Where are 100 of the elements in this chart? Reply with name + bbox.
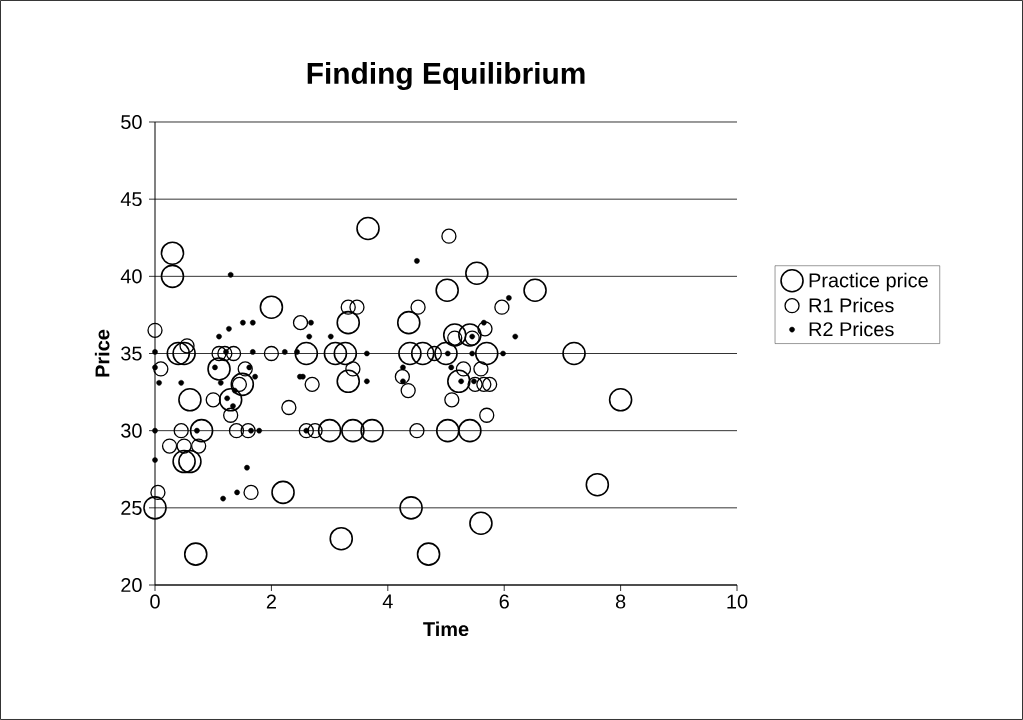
- point: [479, 407, 495, 423]
- point: [252, 373, 258, 380]
- point: [228, 423, 245, 439]
- point: [317, 418, 342, 443]
- x-tick-label: 2: [266, 594, 276, 609]
- point: [173, 423, 189, 439]
- point: [467, 376, 483, 393]
- y-tick-label: 45: [120, 192, 142, 207]
- point: [178, 449, 202, 474]
- point: [240, 319, 246, 326]
- x-axis-title: Time: [423, 621, 469, 637]
- point: [333, 341, 358, 366]
- point: [212, 364, 218, 371]
- point: [441, 228, 457, 244]
- point: [481, 319, 487, 326]
- point: [394, 369, 411, 385]
- point: [474, 341, 499, 366]
- point: [220, 495, 226, 502]
- point: [345, 361, 361, 377]
- legend-label: Practice price: [809, 272, 928, 292]
- y-tick-label: 25: [121, 500, 142, 515]
- x-tick-label: 6: [499, 594, 509, 609]
- point: [341, 418, 365, 443]
- point: [448, 364, 455, 371]
- y-tick-label: 35: [121, 346, 142, 361]
- point: [477, 321, 493, 337]
- point: [356, 216, 380, 241]
- point: [156, 380, 162, 386]
- point: [152, 457, 158, 463]
- point: [281, 399, 297, 416]
- chart-title: Finding Equilibrium: [307, 62, 585, 91]
- point: [469, 350, 475, 357]
- point: [225, 345, 242, 362]
- point: [336, 369, 361, 394]
- point: [416, 542, 441, 566]
- point: [227, 271, 234, 278]
- point: [294, 349, 300, 355]
- point: [458, 323, 482, 347]
- point: [218, 388, 243, 412]
- point: [465, 261, 489, 286]
- point: [178, 388, 202, 412]
- point: [473, 361, 489, 377]
- point: [506, 295, 512, 301]
- point: [442, 323, 467, 347]
- point: [259, 295, 284, 319]
- y-axis-title: Price: [94, 329, 110, 377]
- point: [191, 438, 207, 454]
- point: [327, 333, 334, 340]
- point: [400, 382, 416, 399]
- point: [205, 392, 221, 408]
- point: [364, 378, 370, 385]
- point: [399, 496, 423, 520]
- point: [271, 480, 295, 505]
- point: [166, 341, 191, 366]
- point: [160, 264, 185, 289]
- point: [340, 299, 356, 315]
- point: [294, 341, 319, 366]
- point: [307, 423, 323, 439]
- point: [249, 349, 256, 355]
- point: [217, 380, 224, 386]
- point: [152, 349, 158, 355]
- point: [249, 319, 256, 326]
- point: [455, 361, 472, 377]
- y-tick-label: 50: [121, 114, 142, 130]
- point: [207, 357, 231, 381]
- point: [178, 380, 184, 386]
- point: [410, 341, 435, 366]
- point: [410, 299, 426, 315]
- point: [150, 484, 166, 501]
- point: [398, 341, 422, 366]
- point: [216, 333, 222, 340]
- point: [217, 345, 233, 362]
- point: [364, 350, 370, 357]
- x-tick-label: 4: [382, 594, 393, 609]
- point: [447, 369, 471, 394]
- point: [226, 326, 232, 332]
- point: [336, 310, 361, 335]
- point: [172, 341, 196, 366]
- y-tick-label: 40: [120, 269, 142, 284]
- point: [469, 511, 493, 536]
- x-tick-label: 0: [150, 594, 160, 609]
- point: [256, 427, 262, 434]
- point: [189, 418, 214, 443]
- point: [152, 427, 158, 434]
- point: [500, 350, 506, 357]
- point: [183, 542, 208, 566]
- point: [476, 376, 492, 393]
- legend-label: R2 Prices: [809, 321, 894, 337]
- point: [396, 310, 421, 335]
- point: [161, 438, 178, 454]
- point: [482, 376, 498, 393]
- point: [435, 278, 459, 303]
- point: [153, 361, 169, 377]
- point: [281, 349, 288, 355]
- point: [608, 388, 633, 412]
- point: [230, 403, 236, 409]
- point: [292, 314, 309, 331]
- point: [223, 407, 239, 423]
- x-tick-label: 10: [727, 594, 748, 609]
- point: [562, 341, 586, 366]
